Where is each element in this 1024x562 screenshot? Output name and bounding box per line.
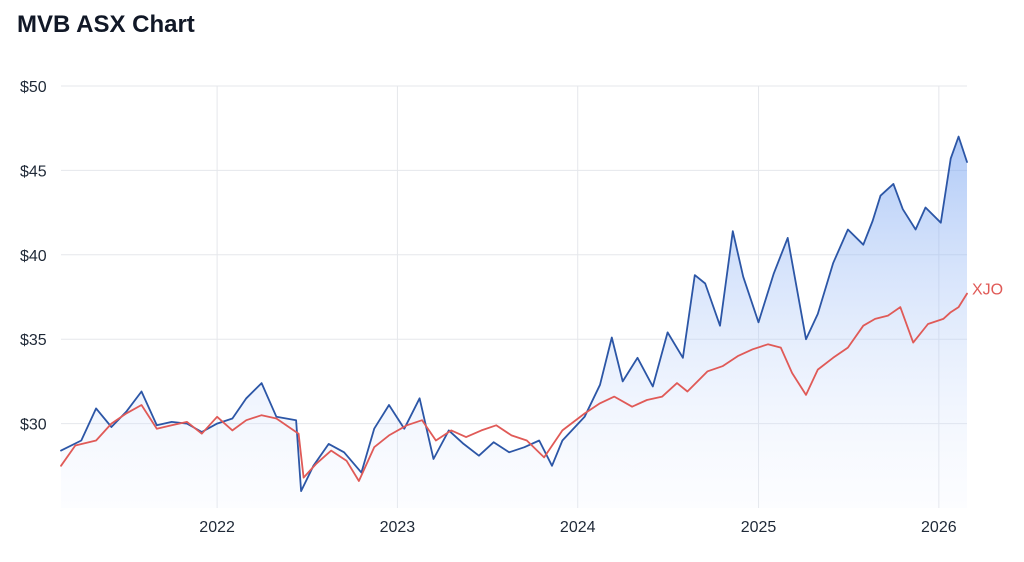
series-area-fill: [61, 136, 967, 508]
x-tick-label: 2023: [380, 519, 416, 536]
x-tick-label: 2024: [560, 519, 596, 536]
y-tick-label: $40: [20, 248, 47, 265]
series-line-xjo: [60, 292, 968, 482]
series-lines: [60, 135, 968, 492]
y-tick-label: $45: [20, 163, 47, 180]
tick-labels: $30 $35 $40 $45 $50 2022 2023 2024 2025 2026 XJO: [20, 79, 1003, 536]
x-tick-label: 2026: [921, 519, 957, 536]
area-fill: [61, 136, 967, 508]
chart-title: MVB ASX Chart: [17, 11, 195, 38]
x-tick-label: 2025: [741, 519, 777, 536]
series-line-mvb: [60, 135, 968, 492]
y-tick-label: $50: [20, 79, 47, 96]
x-tick-label: 2022: [199, 519, 235, 536]
series-end-label: XJO: [972, 282, 1003, 299]
y-tick-label: $30: [20, 417, 47, 434]
y-tick-label: $35: [20, 332, 47, 349]
